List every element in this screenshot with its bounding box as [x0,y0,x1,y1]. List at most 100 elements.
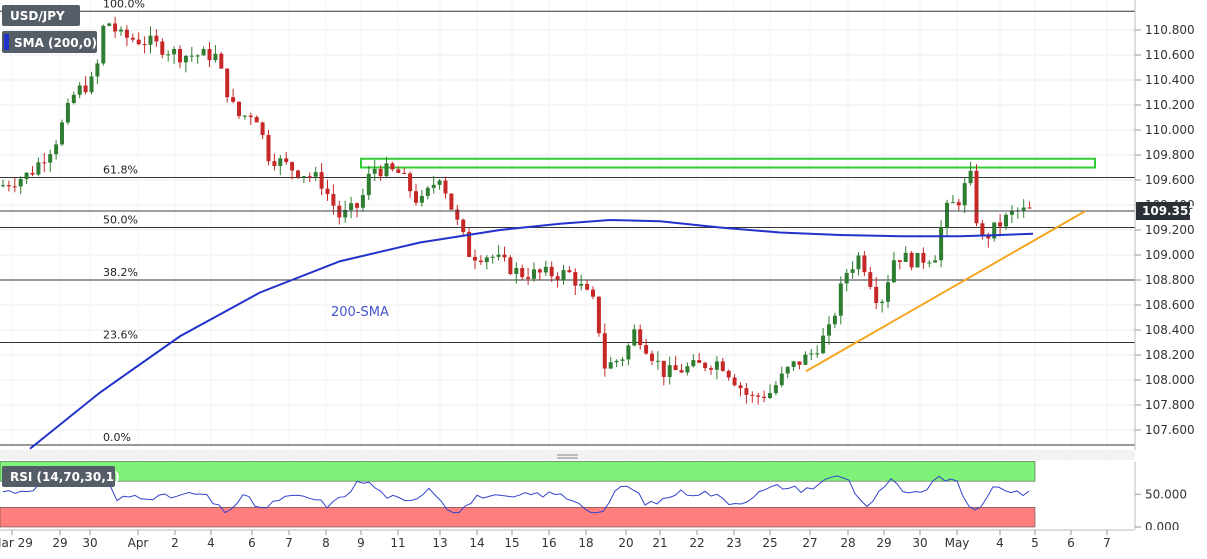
candle [313,166,318,181]
time-tick-label: 29 [876,536,891,550]
candle-body [508,257,513,274]
candle [685,362,690,376]
candle-body [891,260,896,283]
last-price-label: 109.352 [1142,204,1197,218]
candle [201,46,206,56]
candle [667,356,672,385]
time-tick-label: 14 [469,536,484,550]
symbol-label: USD/JPY [10,9,65,23]
candle [543,260,548,276]
candle-body [313,172,318,177]
candle [868,266,873,290]
candle-body [703,362,708,369]
indicator-label: SMA (200,0) [14,36,97,50]
candle [673,356,678,371]
main-plot-area [0,0,1135,450]
candle-body [396,169,401,173]
candle [992,222,997,242]
candle [65,98,70,125]
fib-label: 0.0% [103,431,131,444]
candle [484,255,489,270]
candle-body [172,48,177,55]
candle-body [408,173,413,192]
candle-body [119,29,123,32]
candle-body [638,329,643,346]
candle-body [591,289,595,297]
time-tick-label: 4 [996,536,1004,550]
candle [555,272,560,288]
time-tick-label: 11 [390,536,405,550]
price-axis-bg [1135,0,1207,450]
time-tick-label: 25 [762,536,777,550]
candle [254,115,259,123]
candle-body [490,256,495,258]
price-tick-label: 110.400 [1145,73,1195,87]
candle-body [933,260,938,263]
candle-body [909,252,914,268]
candle [655,351,660,370]
price-tick-label: 108.600 [1145,298,1195,312]
candle-body [89,76,94,93]
candle [750,391,755,403]
candle-body [248,115,253,118]
time-tick-label: 2 [171,536,179,550]
candle-body [579,283,584,286]
time-tick-label: Apr [128,536,149,550]
candle [608,356,613,370]
candle [650,350,654,366]
candle-body [549,266,554,277]
time-axis-bg [0,530,1207,555]
time-tick-label: 7 [285,536,293,550]
candle [207,41,212,68]
candle [496,245,501,261]
candle-body [467,231,472,257]
candle [136,32,141,46]
candle [962,177,967,214]
candle [195,54,200,64]
candle [319,163,324,196]
candle [732,374,737,387]
rsi-badge[interactable] [2,466,115,487]
candle-body [998,222,1003,227]
rsi-oversold-zone [0,507,1036,528]
candle-body [71,94,76,103]
candle-body [980,223,985,236]
candle [18,176,23,195]
candle-body [950,202,955,204]
candle [903,246,908,263]
candle-body [738,385,743,389]
candle [532,262,536,282]
symbol-badge[interactable] [2,5,80,26]
candle-body [414,191,418,203]
price-tick-label: 108.200 [1145,348,1195,362]
candle [455,204,460,226]
candle [431,175,436,194]
candle-body [219,53,224,69]
support-trendline [805,210,1086,373]
candle [697,353,702,363]
sma-line-path [29,218,1034,450]
candle [874,277,879,310]
candle [768,384,772,400]
candle [921,247,926,269]
candle-body [514,268,519,274]
candle-body [520,268,525,278]
candle [248,112,253,125]
fibonacci-levels: 100.0% 61.8% 50.0% 38.2% 23.6% 0.0% [0,0,1135,446]
time-tick-label: 27 [802,536,817,550]
fib-label: 100.0% [103,0,145,10]
candle [378,165,383,181]
candle [502,246,507,262]
resistance-zone-box [360,157,1096,169]
candle-body [567,270,572,273]
candle [827,316,831,345]
indicator-badge[interactable] [2,31,97,53]
candle [927,259,932,268]
candle-body [986,235,991,239]
candle-body [384,163,389,177]
candle-body [897,260,902,262]
candle [974,164,979,227]
candle [791,360,796,371]
candle [726,369,731,381]
